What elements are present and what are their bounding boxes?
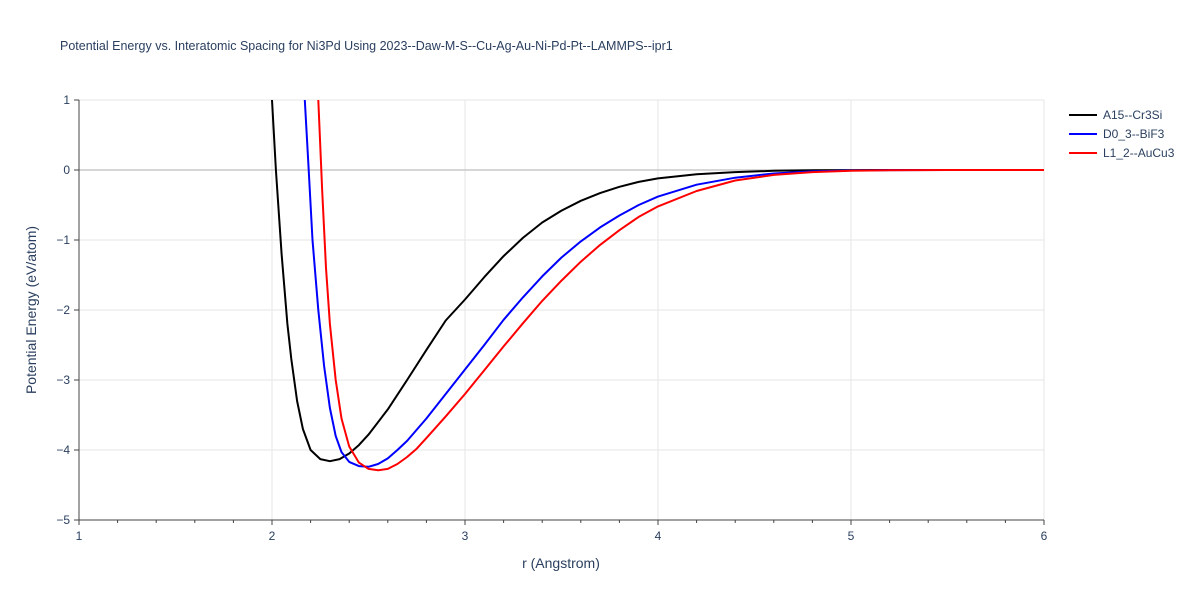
- x-tick-label: 5: [848, 529, 855, 543]
- x-tick-label: 2: [269, 529, 276, 543]
- x-tick-labels: 1 2 3 4 5 6: [76, 529, 1048, 543]
- legend: A15--Cr3Si D0_3--BiF3 L1_2--AuCu3: [1069, 108, 1175, 160]
- x-tick-label: 6: [1041, 529, 1048, 543]
- y-tick-label: 0: [63, 163, 70, 177]
- legend-entry-label: A15--Cr3Si: [1103, 108, 1162, 122]
- y-tick-label: −4: [56, 443, 70, 457]
- y-axis-label: Potential Energy (eV/atom): [23, 226, 39, 394]
- series-line-2: [303, 100, 1044, 468]
- chart-title: Potential Energy vs. Interatomic Spacing…: [60, 39, 673, 53]
- axes: [74, 99, 1044, 521]
- y-tick-label: −5: [56, 513, 70, 527]
- x-tick-label: 1: [76, 529, 83, 543]
- y-tick-label: −2: [56, 303, 70, 317]
- series-line-3: [317, 100, 1044, 472]
- y-tick-label: −3: [56, 373, 70, 387]
- legend-entry-label: D0_3--BiF3: [1103, 127, 1165, 141]
- y-tick-labels: −5 −4 −3 −2 −1 0 1: [56, 93, 70, 527]
- y-tick-label: 1: [63, 93, 70, 107]
- x-tick-label: 3: [462, 529, 469, 543]
- series-lines: [271, 100, 1044, 472]
- legend-entry-label: L1_2--AuCu3: [1103, 146, 1175, 160]
- x-tick-label: 4: [655, 529, 662, 543]
- x-axis-label: r (Angstrom): [522, 555, 600, 571]
- x-minor-ticks: [78, 520, 1045, 525]
- series-line-1: [271, 100, 1044, 463]
- y-tick-label: −1: [56, 233, 70, 247]
